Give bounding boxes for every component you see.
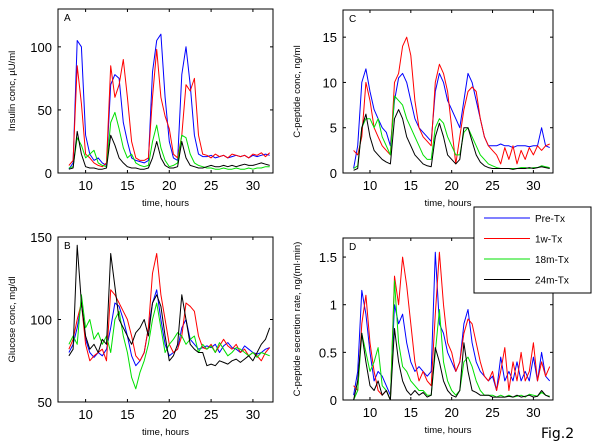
y-tick-label: 15 bbox=[323, 30, 337, 45]
y-axis-label: Glucose conc, mg/dl bbox=[7, 276, 18, 362]
series-line-pre-tx bbox=[68, 289, 270, 367]
y-tick-label: 0 bbox=[330, 393, 337, 408]
series-line-24m-tx bbox=[353, 109, 550, 171]
y-tick-label: 0.5 bbox=[319, 345, 337, 360]
x-tick-label: 10 bbox=[78, 407, 92, 422]
x-tick-label: 25 bbox=[485, 405, 499, 420]
legend-label: 18m-Tx bbox=[535, 255, 569, 266]
panel-letter: B bbox=[64, 241, 71, 252]
y-tick-label: 100 bbox=[30, 313, 52, 328]
legend-item: 24m-Tx bbox=[484, 276, 569, 287]
x-tick-label: 15 bbox=[404, 405, 418, 420]
x-axis-label: time, hours bbox=[142, 427, 189, 438]
y-tick-label: 10 bbox=[323, 75, 337, 90]
series-line-18m-tx bbox=[68, 294, 270, 390]
legend-label: 24m-Tx bbox=[535, 276, 569, 287]
x-tick-label: 20 bbox=[444, 405, 458, 420]
legend-item: 18m-Tx bbox=[484, 255, 569, 266]
y-tick-label: 50 bbox=[38, 103, 52, 118]
x-tick-label: 15 bbox=[120, 178, 134, 193]
y-tick-label: 1.5 bbox=[319, 250, 337, 265]
y-axis-label: Insulin conc, µU/ml bbox=[7, 51, 18, 131]
series-line-24m-tx bbox=[353, 328, 550, 400]
x-tick-label: 25 bbox=[204, 178, 218, 193]
series-line-pre-tx bbox=[353, 68, 550, 169]
x-tick-label: 20 bbox=[162, 407, 176, 422]
y-tick-label: 50 bbox=[38, 395, 52, 410]
legend-item: Pre-Tx bbox=[484, 214, 565, 225]
series-line-1w-tx bbox=[353, 36, 550, 165]
y-tick-label: 150 bbox=[30, 230, 52, 245]
y-axis-label: C-peptide secretion rate, ng/(ml·min) bbox=[292, 242, 303, 397]
panel-c: 10 15 20 25 30 0 5 10 15 time, hours C-peptide con… bbox=[292, 9, 554, 209]
x-tick-label: 30 bbox=[246, 178, 260, 193]
y-axis-label: C-peptide conc, ng/ml bbox=[292, 45, 303, 137]
figure-label: Fig.2 bbox=[541, 426, 574, 442]
x-tick-label: 30 bbox=[246, 407, 260, 422]
panel-a: 10 15 20 25 30 0 50 100 time, hours Insulin conc,… bbox=[7, 8, 274, 209]
y-tick-label: 100 bbox=[30, 40, 52, 55]
y-tick-label: 1 bbox=[330, 298, 337, 313]
y-tick-label: 5 bbox=[330, 121, 337, 136]
panel-d: 10 15 20 25 30 0 0.5 1 1.5 time, hours C-peptide s… bbox=[292, 237, 554, 436]
axes-box bbox=[342, 237, 554, 401]
x-tick-label: 25 bbox=[485, 178, 499, 193]
panel-letter: A bbox=[64, 13, 71, 24]
legend-label: 1w-Tx bbox=[535, 235, 562, 246]
x-tick-label: 15 bbox=[120, 407, 134, 422]
x-tick-label: 30 bbox=[526, 405, 540, 420]
y-tick-label: 0 bbox=[330, 166, 337, 181]
series-line-24m-tx bbox=[68, 130, 270, 170]
series-line-1w-tx bbox=[68, 48, 271, 168]
panel-letter: D bbox=[349, 242, 356, 253]
panel-letter: C bbox=[349, 14, 356, 25]
x-tick-label: 25 bbox=[204, 407, 218, 422]
x-tick-label: 10 bbox=[78, 178, 92, 193]
axes-box bbox=[57, 8, 274, 174]
legend-label: Pre-Tx bbox=[535, 214, 565, 225]
plot-area bbox=[58, 9, 273, 173]
axes-box bbox=[342, 9, 554, 174]
x-tick-label: 30 bbox=[526, 178, 540, 193]
x-tick-label: 15 bbox=[404, 178, 418, 193]
x-tick-label: 20 bbox=[444, 178, 458, 193]
series-line-pre-tx bbox=[353, 251, 551, 396]
x-axis-label: time, hours bbox=[142, 198, 189, 209]
legend-item: 1w-Tx bbox=[484, 235, 562, 246]
x-tick-label: 10 bbox=[363, 405, 377, 420]
x-axis-label: time, hours bbox=[425, 425, 472, 436]
x-tick-label: 20 bbox=[162, 178, 176, 193]
x-tick-label: 10 bbox=[363, 178, 377, 193]
series-line-18m-tx bbox=[68, 111, 270, 170]
legend: Pre-Tx 1w-Tx 18m-Tx 24m-Tx bbox=[473, 206, 592, 294]
y-tick-label: 0 bbox=[45, 166, 52, 181]
series-line-24m-tx bbox=[68, 244, 271, 367]
panel-b: 10 15 20 25 30 50 100 150 time, hours Glucose con… bbox=[7, 230, 274, 438]
x-axis-label: time, hours bbox=[425, 198, 472, 209]
